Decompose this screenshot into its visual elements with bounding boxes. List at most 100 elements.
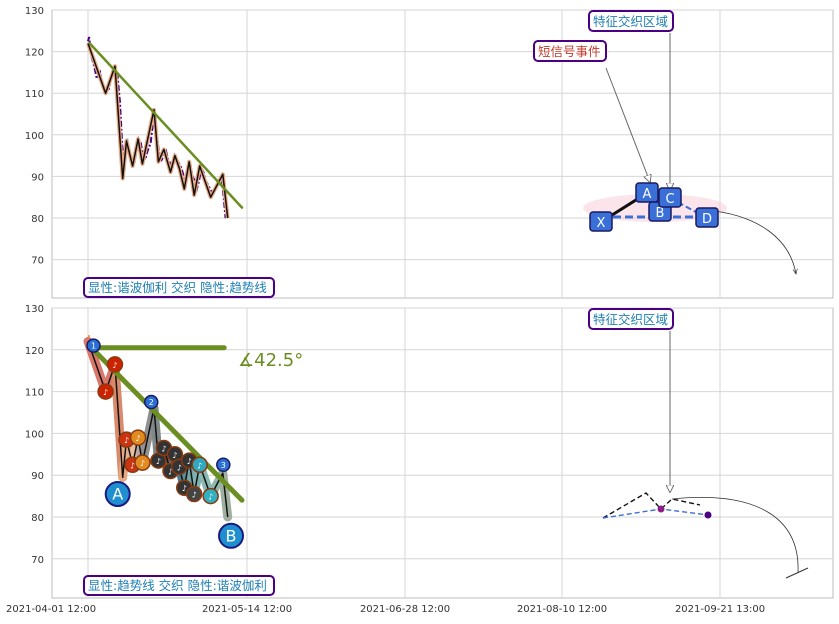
trend-line — [91, 347, 245, 503]
short-signal-arrow — [605, 67, 650, 182]
note-marker: ♪ — [129, 429, 147, 446]
harmonic-point-a: A — [635, 182, 659, 203]
big-point-label: B — [226, 526, 237, 545]
note-marker: ♪ — [106, 356, 124, 373]
zone-label-text: 特征交织区域 — [593, 312, 668, 327]
numbered-point-label: 2 — [149, 398, 154, 407]
y-tick-label: 70 — [31, 256, 44, 267]
note-marker-circle — [134, 454, 151, 471]
projection-curve — [671, 497, 799, 573]
note-marker-glyph: ♪ — [140, 459, 145, 468]
y-tick-label: 100 — [25, 429, 44, 440]
note-marker-glyph: ♪ — [172, 451, 177, 460]
zigzag-halo — [86, 42, 230, 219]
y-tick-label: 130 — [25, 304, 44, 315]
note-marker: ♪ — [134, 454, 151, 471]
short-signal-text: 短信号事件 — [538, 44, 601, 59]
harmonic-point-box — [658, 187, 682, 208]
tail-dot — [657, 505, 665, 513]
big-point-label: A — [112, 485, 123, 504]
y-tick-label: 90 — [31, 172, 44, 183]
projection-curve — [705, 209, 796, 274]
x-axis: 2021-04-01 12:00 2021-05-14 12:00 2021-06-… — [6, 604, 765, 615]
tail-line — [602, 492, 701, 519]
note-marker: ♪ — [191, 456, 208, 473]
harmonic-point-d: D — [695, 207, 719, 228]
zone-label-box — [588, 10, 674, 32]
harmonic-point-label: X — [597, 216, 606, 231]
plot-frame — [51, 9, 834, 299]
trend-line — [88, 42, 244, 209]
bottom-panel: 70 80 90 100 110 120 130 显性:趋势线 交织 隐性:谐波伽利 特征交织区… — [25, 304, 834, 599]
note-marker: ♪ — [97, 383, 114, 400]
numbered-point-circle — [216, 457, 231, 472]
note-text: 显性:谐波伽利 交织 隐性:趋势线 — [88, 280, 267, 295]
note-marker-glyph: ♪ — [187, 457, 192, 466]
harmonic-point-label: C — [665, 192, 674, 207]
note-marker-circle — [106, 356, 124, 373]
panel-note: 显性:谐波伽利 交织 隐性:趋势线 — [83, 277, 275, 298]
x-tick-label: 2021-09-21 13:00 — [675, 604, 765, 615]
numbered-point-circle — [144, 394, 159, 410]
note-box — [83, 277, 275, 298]
y-tick-label: 110 — [25, 89, 44, 100]
note-marker-circle — [185, 485, 203, 503]
zone-label: 特征交织区域 — [588, 308, 674, 330]
y-tick-label: 120 — [25, 48, 44, 59]
harmonic-point-x: X — [589, 211, 613, 232]
x-tick-label: 2021-04-01 12:00 — [6, 604, 96, 615]
big-point-a: A — [104, 481, 131, 508]
note-marker-glyph: ♪ — [161, 445, 166, 454]
y-tick-label: 120 — [25, 346, 44, 357]
zone-label: 特征交织区域 — [588, 10, 674, 32]
numbered-point-label: 1 — [91, 342, 96, 351]
y-tick-label: 80 — [31, 513, 44, 524]
y-tick-label: 90 — [31, 471, 44, 482]
big-point-circle — [218, 522, 244, 549]
note-marker-circle — [97, 383, 114, 400]
note-marker-glyph: ♪ — [112, 361, 117, 370]
note-marker-glyph: ♪ — [168, 468, 173, 477]
top-panel: 70 80 90 100 110 120 130 显性:谐波伽利 交织 隐性:趋势线 特征交织区… — [25, 6, 834, 299]
y-tick-label: 110 — [25, 388, 44, 399]
short-signal-label: 短信号事件 — [533, 40, 607, 62]
note-marker-circle — [202, 487, 219, 505]
note-text: 显性:趋势线 交织 隐性:谐波伽利 — [88, 578, 267, 593]
y-tick-label: 130 — [25, 6, 44, 17]
numbered-point-2: 2 — [144, 394, 159, 410]
x-tick-label: 2021-05-14 12:00 — [202, 604, 292, 615]
note-marker-glyph: ♪ — [177, 463, 182, 472]
note-marker: ♪ — [185, 485, 203, 503]
y-tick-label: 100 — [25, 131, 44, 142]
big-point-b: B — [218, 522, 244, 549]
note-marker-glyph: ♪ — [124, 436, 129, 445]
projection-cap — [785, 567, 809, 579]
note-marker-glyph: ♪ — [156, 457, 161, 466]
numbered-point-circle — [86, 338, 101, 353]
zone-label-box — [588, 308, 674, 330]
angle-label: ∡42.5° — [238, 350, 303, 371]
harmonic-point-box — [589, 211, 613, 232]
harmonic-point-box — [695, 207, 719, 228]
harmonic-point-box — [635, 182, 659, 203]
zigzag-line — [87, 43, 229, 219]
note-marker-glyph: ♪ — [135, 434, 140, 443]
panel-note: 显性:趋势线 交织 隐性:谐波伽利 — [83, 575, 275, 596]
note-marker-glyph: ♪ — [103, 388, 108, 397]
y-tick-label: 70 — [31, 555, 44, 566]
note-marker-glyph: ♪ — [130, 461, 135, 470]
numbered-point-label: 3 — [221, 461, 226, 470]
harmonic-point-label: D — [702, 212, 712, 227]
big-point-circle — [104, 481, 131, 508]
note-marker-glyph: ♪ — [182, 484, 187, 493]
note-box — [83, 575, 275, 596]
note-marker-circle — [191, 456, 208, 473]
harmonic-point-label: B — [656, 206, 665, 221]
note-marker-glyph: ♪ — [192, 491, 197, 500]
harmonic-point-c: C — [658, 187, 682, 208]
tail-dot — [704, 511, 712, 519]
note-marker-glyph: ♪ — [197, 461, 202, 470]
numbered-point-3: 3 — [216, 457, 231, 472]
